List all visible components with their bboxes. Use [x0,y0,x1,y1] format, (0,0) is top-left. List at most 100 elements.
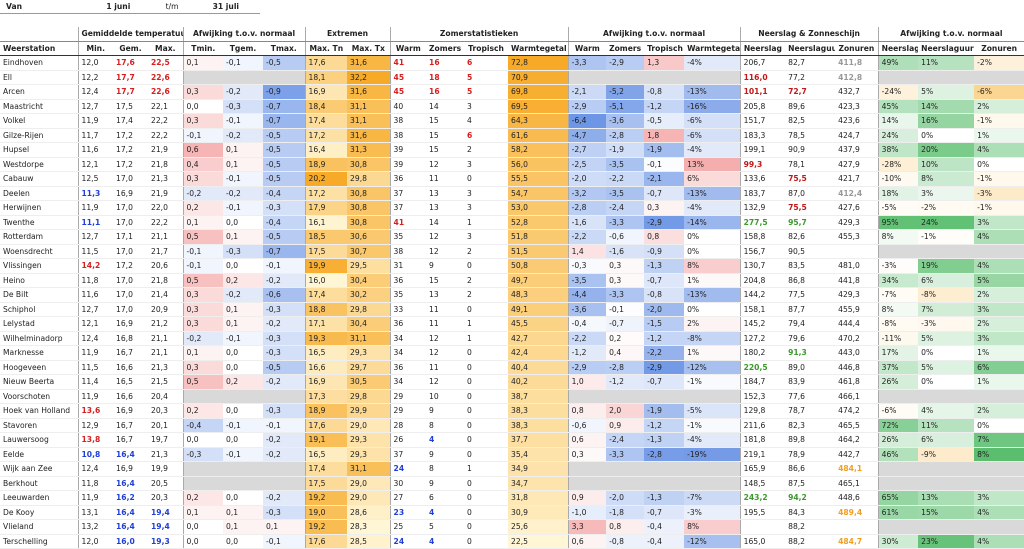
cell [877,70,919,85]
cell [223,461,264,477]
cell: 423,6 [835,113,879,129]
cell [182,389,224,404]
cell: 455,9 [835,302,879,317]
cell: 443,0 [835,345,879,361]
cell: 40,2 [508,374,569,390]
cell: 1,0 [567,374,607,390]
cell: 444,4 [835,316,879,332]
cell: 12,1 [77,316,113,332]
cell: 17,3 [304,389,348,404]
cell: 17,4 [113,113,148,129]
cell: 0 [464,505,509,520]
cell: 20,4 [148,389,184,404]
cell: 0,3 [644,200,685,216]
cell: 0,0 [182,99,224,114]
cell [606,389,645,404]
cell: 17% [877,345,919,361]
cell: -0,7 [263,113,306,129]
cell: -0,2 [263,273,306,288]
column-header: Neerslag [739,41,786,56]
cell: 29,8 [347,171,391,187]
cell: -0,1 [223,200,264,216]
cell: 56,0 [508,157,569,172]
cell: 11,9 [77,113,113,129]
cell: 30,8 [347,157,391,172]
cell: 34 [389,374,427,390]
cell: 0,0 [223,403,264,419]
cell: -3,3 [606,287,645,303]
cell: -0,1 [263,418,306,433]
cell: 29,3 [347,447,391,462]
cell: 15 [426,142,465,158]
cell: 52,8 [508,215,569,230]
cell: -1,2 [644,418,685,433]
cell: 8% [974,447,1024,462]
cell: 2 [464,244,509,259]
cell: 0,3 [182,316,224,332]
cell: -0,4 [182,418,224,433]
cell: 41 [389,215,427,230]
cell: 26% [877,374,919,390]
cell: -3,3 [606,215,645,230]
cell: 17,9 [304,200,348,216]
cell [644,70,685,85]
cell: 17,4 [304,461,348,477]
cell: 3 [464,99,509,114]
cell: -1% [684,418,741,433]
cell: 18,8 [304,302,348,317]
cell: 16,9 [113,186,148,201]
cell: 16,7 [113,432,148,448]
cell [974,244,1024,259]
station-name: Herwijnen [0,200,78,216]
cell: -4% [684,55,741,71]
cell: 9 [426,447,465,462]
cell: -0,5 [263,360,306,375]
cell: 19% [918,258,975,274]
cell: -5,1 [606,99,645,114]
cell: -2,0 [644,302,685,317]
cell: -0,3 [182,447,224,462]
cell: -0,4 [644,534,685,549]
cell: 12,5 [77,171,113,187]
group-header-row: Gemiddelde temperatuur Afwijking t.o.v. n… [0,27,1024,42]
cell: 0,3 [606,258,645,274]
cell: 69,5 [508,99,569,114]
column-header: Min. [77,41,113,56]
column-header: Warmtegetal [684,41,741,56]
cell: 17,5 [304,476,348,491]
cell: 61% [877,505,919,520]
cell: -28% [877,157,919,172]
cell: 12,2 [77,70,113,85]
cell: 0,1 [223,157,264,172]
cell: -3,5 [606,186,645,201]
data-row: Woensdrecht 11,5 17,0 21,7 -0,1 -0,3 -0,7 17,5 3… [0,244,1024,259]
cell: -0,3 [263,302,306,317]
cell: -2,9 [567,99,607,114]
cell: 211,6 [739,418,786,433]
cell: 26 [389,432,427,448]
cell: 6 [464,128,509,143]
cell: 22,2 [148,128,184,143]
cell: -0,2 [182,331,224,346]
cell: 16,7 [113,345,148,361]
weather-table: Gemiddelde temperatuur Afwijking t.o.v. n… [0,27,1024,549]
cell: 165,0 [739,534,786,549]
cell: 3% [918,186,975,201]
cell: -1,9 [644,403,685,419]
cell: -0,7 [606,316,645,332]
cell: 17,6 [304,418,348,433]
cell: 38,3 [508,418,569,433]
cell: -0,1 [223,55,264,71]
data-row: Leeuwarden 11,9 16,2 20,3 0,2 0,0 -0,2 19,2 29,0… [0,490,1024,506]
cell: 0 [464,171,509,187]
cell: -2,8 [567,200,607,216]
cell: 12,4 [77,461,113,477]
cell: 0,0 [182,432,224,448]
cell: 21,5 [148,374,184,390]
cell: 16,5 [304,345,348,361]
cell: 0 [464,360,509,375]
cell: -0,7 [644,374,685,390]
cell: 21,2 [148,316,184,332]
cell: 24% [877,128,919,143]
cell: 32,2 [347,70,391,85]
